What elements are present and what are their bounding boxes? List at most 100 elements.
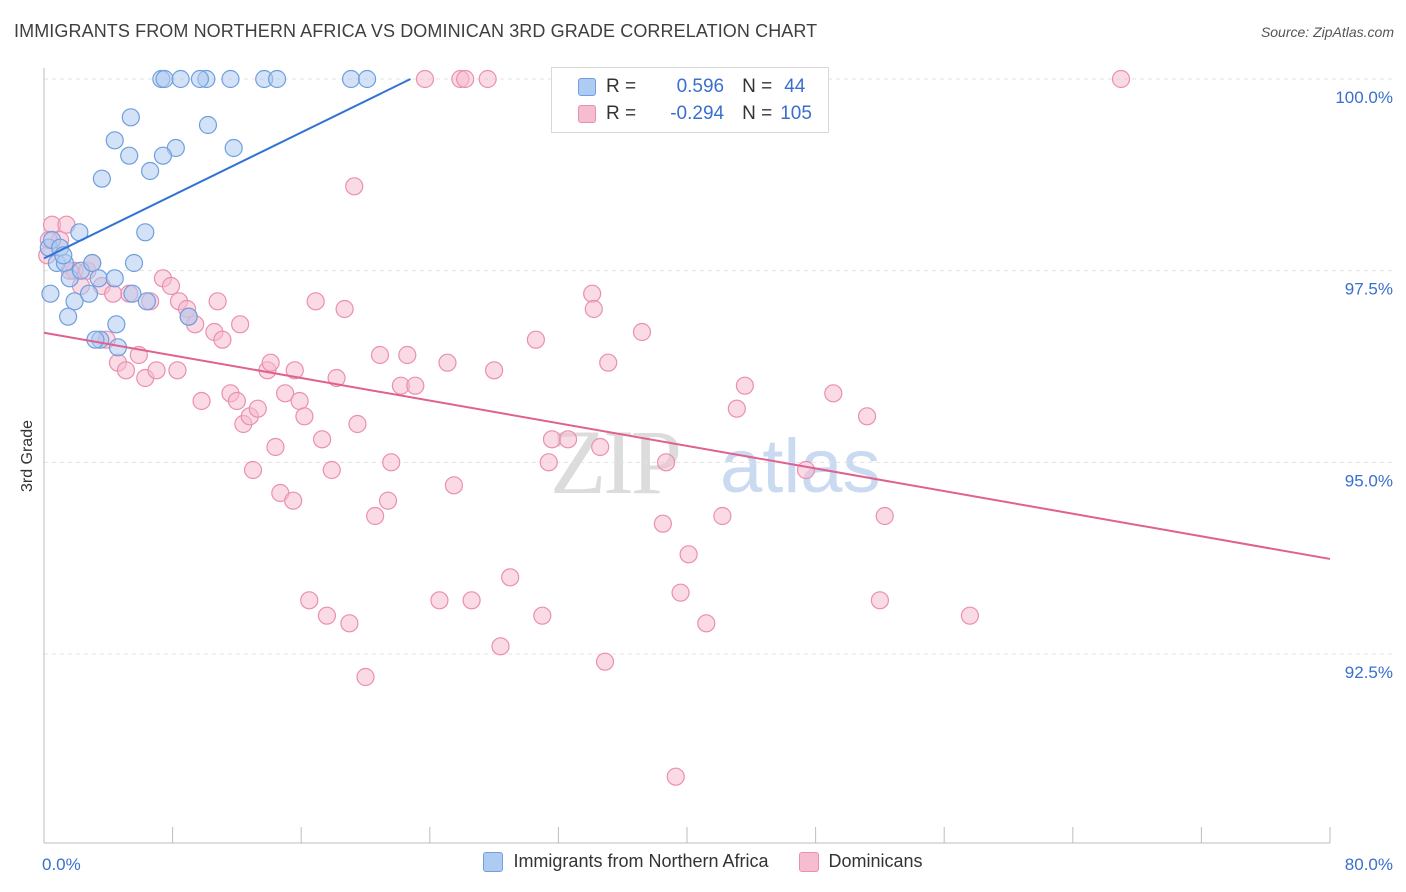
data-point	[653, 514, 672, 533]
data-point	[341, 69, 361, 89]
data-point	[727, 399, 746, 418]
data-point	[322, 460, 341, 480]
y-tick-label: 92.5%	[1345, 663, 1393, 682]
data-point	[83, 253, 102, 273]
legend-item-immigrants: Immigrants from Northern Africa	[483, 851, 769, 872]
legend-swatch-blue	[578, 78, 596, 96]
data-point	[584, 299, 603, 319]
data-point	[539, 453, 558, 472]
data-point	[444, 476, 464, 495]
data-point	[227, 391, 246, 411]
data-point	[1111, 69, 1131, 89]
data-point	[171, 69, 190, 89]
data-point	[155, 69, 174, 89]
legend-item-dominicans: Dominicans	[798, 851, 923, 872]
y-axis-title: 3rd Grade	[19, 419, 36, 493]
data-point	[370, 345, 390, 365]
legend-n-label: N =	[742, 76, 773, 97]
data-point	[41, 284, 60, 303]
data-point	[583, 284, 602, 303]
data-point	[657, 453, 676, 472]
data-point	[59, 307, 78, 326]
legend-label-immigrants: Immigrants from Northern Africa	[513, 851, 769, 871]
data-point	[870, 591, 890, 610]
legend-label-dominicans: Dominicans	[828, 851, 923, 871]
data-point	[358, 69, 377, 89]
legend-row-blue: R = 0.596 N = 44	[552, 72, 805, 102]
data-point	[224, 138, 243, 158]
grid-lines	[44, 78, 1392, 655]
data-point	[92, 169, 111, 188]
data-point	[120, 146, 139, 165]
data-point	[248, 399, 267, 418]
data-point	[335, 299, 354, 319]
data-point	[168, 361, 187, 380]
data-point	[697, 614, 716, 633]
data-point	[406, 376, 425, 395]
data-point	[824, 384, 843, 403]
data-point	[137, 292, 156, 311]
data-point	[65, 292, 84, 311]
data-point	[276, 384, 295, 403]
data-point	[124, 253, 144, 273]
legend-swatch-pink	[578, 105, 596, 123]
data-point	[243, 460, 263, 480]
data-point	[671, 583, 690, 602]
legend-n-value: 105	[780, 103, 812, 124]
tick-labels: 100.0% 97.5% 95.0% 92.5% 0.0% 80.0%	[42, 88, 1393, 874]
data-point	[123, 284, 142, 303]
data-point	[285, 361, 304, 380]
source-label: Source: ZipAtlas.com	[1260, 24, 1394, 40]
data-point	[430, 591, 449, 610]
data-point	[266, 437, 285, 457]
trend-line-immigrants	[43, 78, 411, 260]
y-tick-label: 97.5%	[1345, 280, 1393, 299]
data-point	[267, 69, 287, 89]
data-point	[213, 330, 232, 349]
data-point	[632, 322, 652, 342]
data-point	[348, 414, 367, 434]
data-point	[105, 131, 124, 150]
data-point	[366, 506, 385, 526]
legend-r-value: -0.294	[670, 103, 725, 124]
data-point	[140, 161, 160, 181]
data-point	[595, 652, 615, 671]
data-point	[796, 460, 816, 480]
legend-r-label: R =	[606, 76, 637, 97]
data-point	[208, 292, 227, 311]
legend-n-value: 44	[784, 76, 806, 97]
trend-line-dominicans	[43, 331, 1331, 560]
chart-title: IMMIGRANTS FROM NORTHERN AFRICA VS DOMIN…	[14, 21, 818, 41]
legend-n-label: N =	[742, 103, 773, 124]
data-point	[327, 368, 346, 388]
data-point	[666, 767, 685, 786]
data-point	[533, 606, 552, 625]
data-point	[857, 407, 877, 426]
data-point	[136, 223, 155, 242]
data-point	[147, 361, 166, 380]
data-point	[735, 376, 754, 395]
data-point	[478, 69, 497, 89]
axes	[43, 68, 1331, 844]
data-point	[107, 315, 126, 334]
data-point	[382, 453, 401, 472]
data-point	[599, 353, 618, 372]
data-point	[542, 430, 562, 449]
data-point	[306, 292, 325, 311]
y-tick-label: 100.0%	[1335, 88, 1393, 107]
legend-swatch-blue	[483, 851, 504, 872]
data-point	[190, 69, 210, 89]
data-point	[526, 330, 545, 349]
data-point	[462, 591, 481, 610]
data-point	[89, 269, 108, 288]
data-point	[491, 637, 510, 656]
data-point	[192, 391, 211, 411]
data-point	[121, 108, 140, 127]
data-point	[261, 353, 280, 372]
legend-r-label: R =	[606, 103, 637, 124]
data-point	[153, 146, 173, 165]
data-point	[438, 353, 457, 372]
data-point	[116, 361, 136, 380]
data-point	[290, 391, 309, 411]
legend-row-pink: R = -0.294 N = 105	[552, 99, 812, 129]
